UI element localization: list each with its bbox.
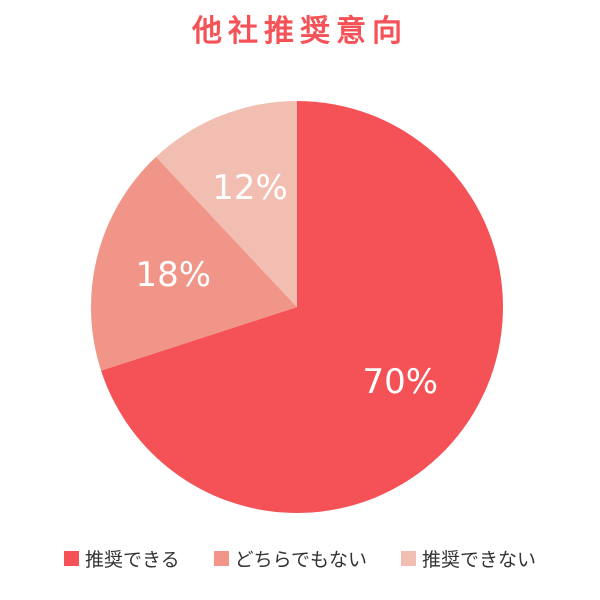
legend-item-not-recommend: 推奨できない	[401, 545, 536, 572]
legend-label-neutral: どちらでもない	[234, 549, 368, 571]
pie-slice-not-recommend	[155, 101, 297, 307]
pie-labels: 70% 18% 12%	[136, 168, 439, 402]
legend-swatch-neutral	[213, 551, 229, 566]
legend-item-neutral: どちらでもない	[213, 545, 368, 572]
legend: 推奨できる どちらでもない 推奨できない	[0, 545, 600, 572]
slice-label-recommend: 70%	[363, 362, 439, 402]
pie-slice-neutral	[91, 156, 298, 371]
legend-item-recommend: 推奨できる	[63, 545, 180, 572]
legend-swatch-recommend	[63, 551, 79, 566]
pie-slice-recommend	[101, 101, 503, 513]
legend-swatch-not-recommend	[401, 551, 417, 566]
slice-label-neutral: 18%	[136, 255, 212, 295]
legend-label-recommend: 推奨できる	[84, 549, 180, 571]
slice-label-not-recommend: 12%	[212, 168, 288, 208]
legend-label-not-recommend: 推奨できない	[422, 549, 537, 571]
chart-title: 他社推奨意向	[192, 14, 408, 49]
pie-slices	[91, 101, 503, 513]
